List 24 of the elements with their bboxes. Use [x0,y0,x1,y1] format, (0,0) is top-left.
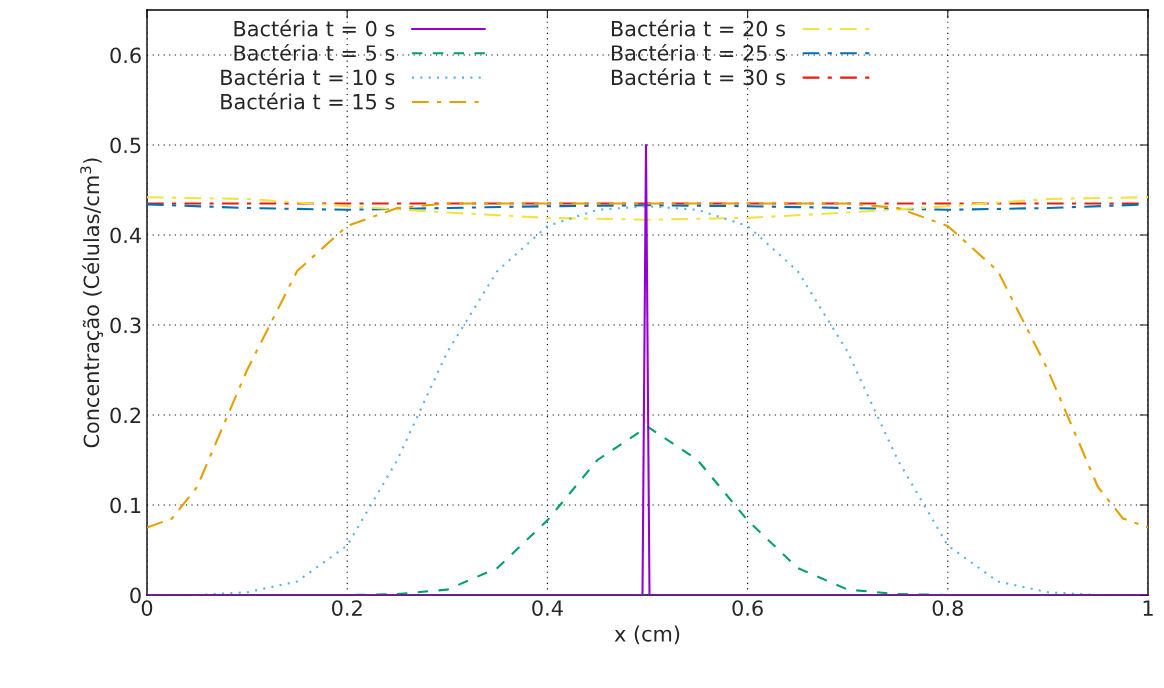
y-axis-title: Concentração (Células/cm$^{3}$) [80,158,103,448]
y-tick-label: 0 [130,587,141,604]
x-tick-label: 0.4 [532,600,563,616]
legend-label: Bactéria t = 5 s [234,43,395,61]
y-tick-label: 0.2 [110,407,141,424]
legend-label: Bactéria t = 15 s [221,92,395,110]
y-tick-label: 0.4 [110,227,141,244]
line-series [147,202,1148,529]
legend-label: Bactéria t = 0 s [234,19,395,37]
legend-label: Bactéria t = 25 s [611,43,785,61]
x-axis-title: x (cm) [614,625,680,645]
y-tick-label: 0.1 [110,497,141,514]
legend-label: Bactéria t = 30 s [611,68,785,86]
line-series [147,196,1148,221]
x-tick-label: 0.2 [332,600,362,616]
x-tick-label: 0 [141,600,153,616]
x-tick-label: 0.6 [732,600,763,616]
legend-label: Bactéria t = 20 s [611,19,785,37]
y-tick-label: 0.6 [110,47,141,64]
y-tick-label: 0.3 [110,317,141,334]
x-tick-label: 0.8 [932,600,963,616]
legend-label: Bactéria t = 10 s [221,68,395,86]
x-tick-label: 1 [1143,600,1153,616]
y-tick-label: 0.5 [110,137,141,154]
